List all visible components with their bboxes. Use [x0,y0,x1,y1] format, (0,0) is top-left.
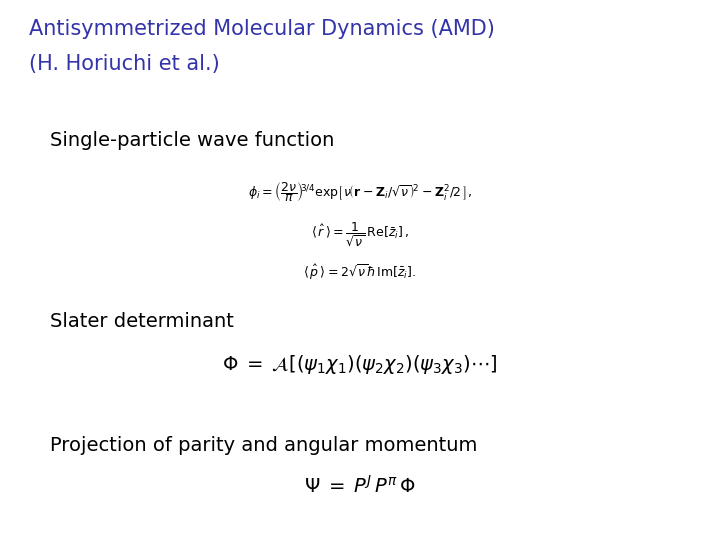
Text: $\Psi \;=\; P^J\, P^\pi\, \Phi$: $\Psi \;=\; P^J\, P^\pi\, \Phi$ [304,475,416,497]
Text: Projection of parity and angular momentum: Projection of parity and angular momentu… [50,436,478,455]
Text: $\phi_i = \left(\dfrac{2\nu}{\pi}\right)^{\!\!3/4} \exp\!\left[\, \nu\!\left(\ma: $\phi_i = \left(\dfrac{2\nu}{\pi}\right)… [248,180,472,204]
Text: $\langle\,\hat{r}\,\rangle = \dfrac{1}{\sqrt{\nu}}\,\mathrm{Re}[\bar{z}_i]\,,$: $\langle\,\hat{r}\,\rangle = \dfrac{1}{\… [311,221,409,249]
Text: $\langle\,\hat{p}\,\rangle = 2\sqrt{\nu}\hbar\,\mathrm{Im}[\bar{z}_i].$: $\langle\,\hat{p}\,\rangle = 2\sqrt{\nu}… [304,263,416,282]
Text: Antisymmetrized Molecular Dynamics (AMD): Antisymmetrized Molecular Dynamics (AMD) [29,19,495,39]
Text: (H. Horiuchi et al.): (H. Horiuchi et al.) [29,54,220,74]
Text: Slater determinant: Slater determinant [50,312,234,331]
Text: Single-particle wave function: Single-particle wave function [50,131,335,150]
Text: $\Phi \;=\; \mathcal{A}\left[(\psi_1\chi_1)(\psi_2\chi_2)(\psi_3\chi_3)\cdots\ri: $\Phi \;=\; \mathcal{A}\left[(\psi_1\chi… [222,353,498,376]
